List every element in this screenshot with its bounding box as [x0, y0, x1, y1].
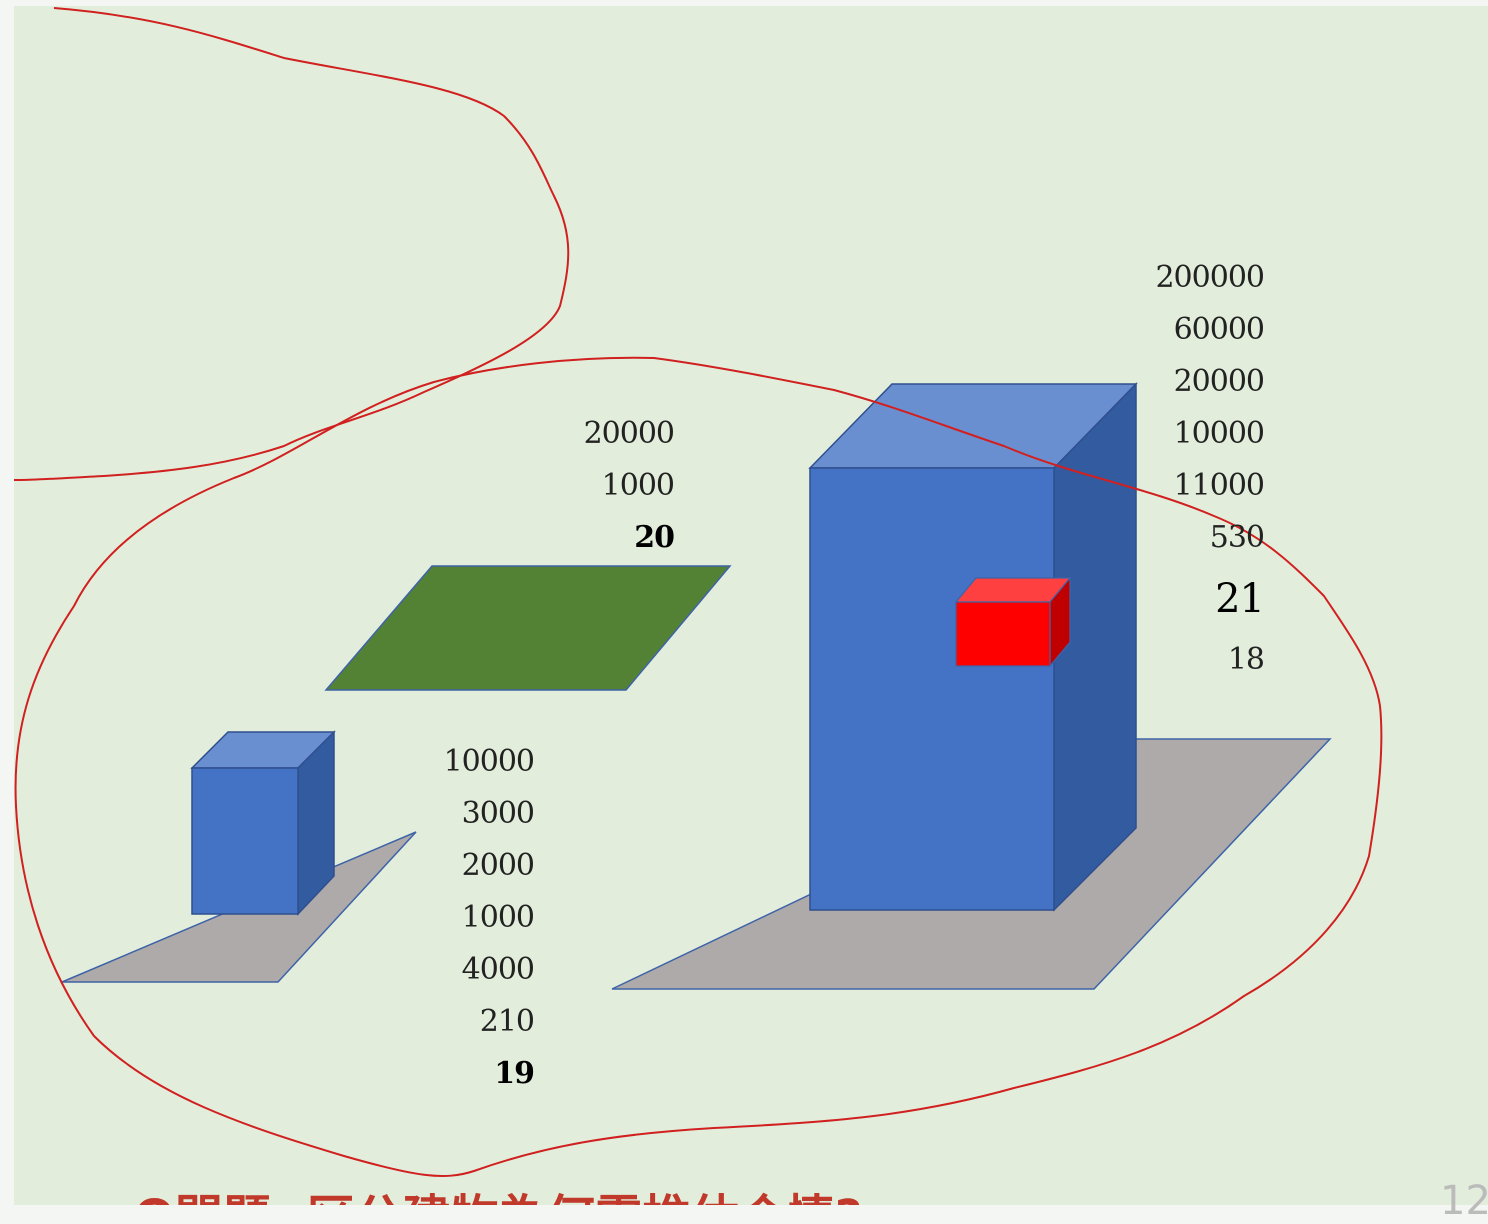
- left-value-3: 2000: [461, 848, 535, 883]
- left-value-6: 210: [479, 1004, 535, 1039]
- right-value-4: 10000: [1173, 416, 1265, 451]
- slide: 10000 3000 2000 1000 4000 210 19 20000 1…: [14, 6, 1488, 1205]
- diagram-scene: [14, 7, 1383, 1177]
- slide-caption: Q問題: 区公建物為何需推估合情?: [134, 1178, 863, 1205]
- right-value-6: 530: [1209, 520, 1265, 555]
- left-value-1: 10000: [443, 744, 535, 779]
- middle-total: 20: [634, 520, 675, 555]
- right-building-front: [809, 467, 1055, 911]
- right-value-3: 20000: [1173, 364, 1265, 399]
- right-building-values: 200000 60000 20000 10000 11000 530 21 18: [1104, 252, 1265, 686]
- left-value-5: 4000: [461, 952, 535, 987]
- right-total: 21: [1215, 576, 1265, 622]
- annotation-loop-top: [14, 7, 570, 481]
- right-value-2: 60000: [1173, 312, 1265, 347]
- left-total: 19: [494, 1056, 535, 1091]
- left-value-4: 1000: [461, 900, 535, 935]
- left-building-values: 10000 3000 2000 1000 4000 210 19: [394, 736, 535, 1100]
- middle-green-lot: [324, 565, 732, 691]
- page-number: 12: [1440, 1178, 1488, 1224]
- right-extra: 18: [1227, 642, 1265, 677]
- middle-lot-values: 20000 1000 20: [534, 408, 675, 564]
- right-value-5: 11000: [1173, 468, 1265, 503]
- middle-value-2: 1000: [601, 468, 675, 503]
- left-building-front: [191, 767, 299, 915]
- middle-value-1: 20000: [583, 416, 675, 451]
- red-unit-front: [955, 601, 1051, 667]
- left-value-2: 3000: [461, 796, 535, 831]
- annotation-loop-main: [14, 356, 1383, 1177]
- right-value-1: 200000: [1155, 260, 1265, 295]
